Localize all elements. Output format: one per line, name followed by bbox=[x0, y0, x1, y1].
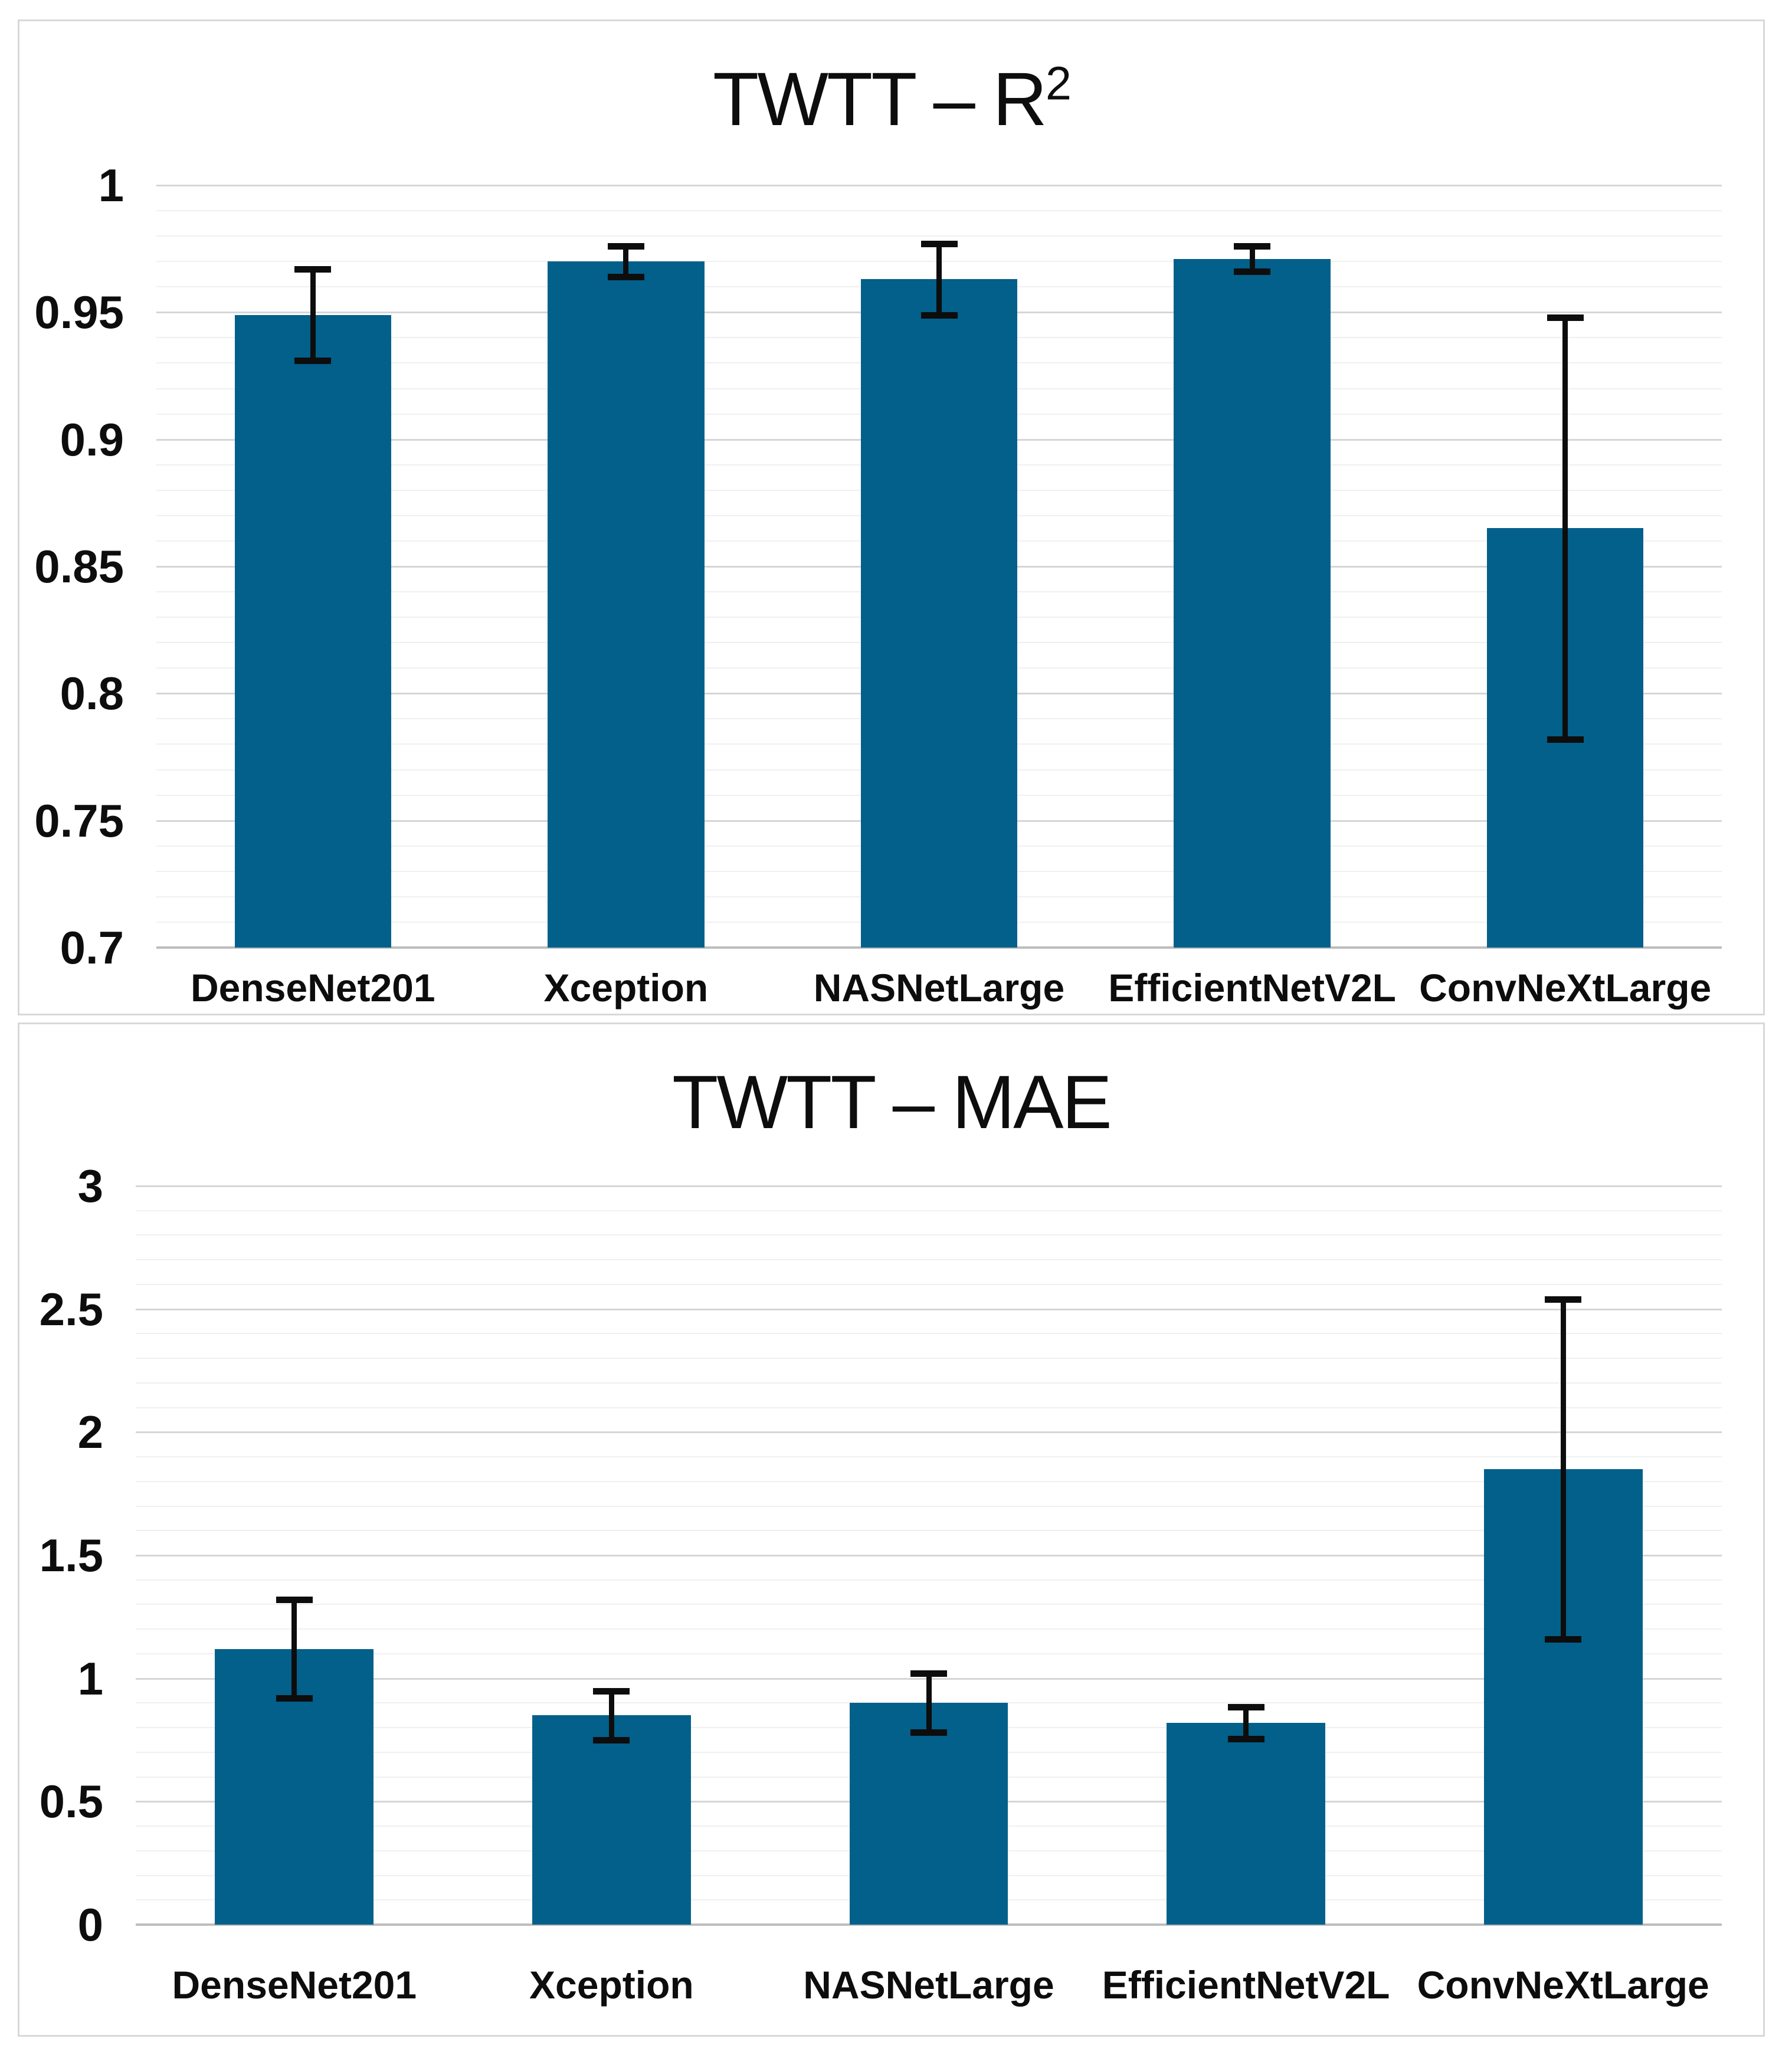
error-bar-cap-top bbox=[1227, 1703, 1264, 1710]
gridline-major bbox=[136, 1308, 1722, 1310]
y-tick-label: 0.7 bbox=[60, 922, 124, 974]
error-bar-cap-top bbox=[593, 1687, 630, 1695]
gridline-minor bbox=[136, 1210, 1722, 1211]
r2-plot-area bbox=[156, 185, 1722, 949]
error-bar bbox=[1560, 1299, 1566, 1639]
gridline-minor bbox=[136, 1382, 1722, 1384]
error-bar bbox=[936, 244, 942, 315]
error-bar-cap-bottom bbox=[920, 312, 958, 319]
gridline-minor bbox=[136, 1653, 1722, 1654]
gridline-minor bbox=[136, 1530, 1722, 1532]
x-category-label: EfficientNetV2L bbox=[1108, 966, 1396, 1010]
error-bar bbox=[310, 269, 316, 361]
gridline-minor bbox=[136, 1505, 1722, 1507]
error-bar-cap-bottom bbox=[1227, 1735, 1264, 1742]
error-bar-cap-top bbox=[1545, 1296, 1582, 1303]
bar-efficientnetv2l bbox=[1167, 1722, 1325, 1925]
y-tick-label: 0 bbox=[77, 1899, 103, 1951]
x-category-label: EfficientNetV2L bbox=[1102, 1963, 1390, 2007]
error-bar-cap-bottom bbox=[294, 358, 332, 365]
error-bar-cap-top bbox=[1547, 314, 1584, 321]
chart-title-r2-text: TWTT – R bbox=[713, 57, 1047, 142]
gridline-major bbox=[136, 1555, 1722, 1556]
error-bar bbox=[623, 246, 629, 277]
y-tick-label: 0.8 bbox=[60, 667, 124, 720]
gridline-minor bbox=[156, 235, 1722, 237]
error-bar-cap-top bbox=[294, 266, 332, 273]
bar-densenet201 bbox=[234, 314, 391, 948]
error-bar bbox=[291, 1600, 297, 1699]
error-bar bbox=[608, 1690, 614, 1740]
error-bar-cap-top bbox=[607, 243, 644, 250]
y-tick-label: 2.5 bbox=[39, 1283, 103, 1335]
gridline-minor bbox=[136, 1480, 1722, 1482]
error-bar-cap-bottom bbox=[1234, 268, 1271, 276]
y-tick-label: 3 bbox=[77, 1160, 103, 1212]
gridline-minor bbox=[136, 1407, 1722, 1408]
error-bar-cap-bottom bbox=[276, 1695, 313, 1702]
error-bar-cap-top bbox=[910, 1670, 947, 1677]
error-bar bbox=[1249, 246, 1255, 272]
chart-title-r2: TWTT – R2 bbox=[19, 55, 1763, 144]
error-bar-cap-top bbox=[276, 1597, 313, 1604]
error-bar-cap-bottom bbox=[607, 274, 644, 281]
r2-chart-panel: TWTT – R2 1 0.95 0.9 0.85 0.8 0.75 0.7 DenseNet… bbox=[18, 19, 1765, 1015]
gridline-minor bbox=[156, 210, 1722, 212]
gridline-minor bbox=[136, 1579, 1722, 1581]
x-category-label: DenseNet201 bbox=[191, 966, 435, 1010]
error-bar bbox=[1243, 1706, 1249, 1739]
chart-title-mae-text: TWTT – MAE bbox=[672, 1060, 1112, 1145]
y-tick-label: 0.5 bbox=[39, 1775, 103, 1828]
error-bar-cap-top bbox=[920, 241, 958, 248]
gridline-minor bbox=[136, 1259, 1722, 1261]
x-category-label: NASNetLarge bbox=[813, 966, 1065, 1010]
x-category-label: Xception bbox=[543, 966, 709, 1010]
y-tick-label: 0.75 bbox=[34, 794, 124, 847]
y-tick-label: 1.5 bbox=[39, 1529, 103, 1581]
y-tick-label: 0.9 bbox=[60, 413, 124, 466]
bar-nasnetlarge bbox=[849, 1703, 1008, 1925]
chart-title-r2-superscript: 2 bbox=[1045, 57, 1072, 110]
gridline-minor bbox=[136, 1333, 1722, 1335]
error-bar-cap-bottom bbox=[593, 1737, 630, 1744]
error-bar bbox=[926, 1673, 932, 1733]
error-bar bbox=[1562, 317, 1568, 739]
x-axis-line bbox=[136, 1923, 1722, 1926]
gridline-major bbox=[136, 1431, 1722, 1434]
x-category-label: Xception bbox=[529, 1963, 694, 2007]
bar-efficientnetv2l bbox=[1174, 258, 1331, 948]
error-bar-cap-top bbox=[1234, 243, 1271, 250]
y-tick-label: 0.95 bbox=[34, 286, 124, 339]
y-tick-label: 1 bbox=[77, 1652, 103, 1705]
gridline-major bbox=[156, 185, 1722, 186]
gridline-minor bbox=[136, 1456, 1722, 1458]
error-bar-cap-bottom bbox=[1545, 1636, 1582, 1643]
bar-nasnetlarge bbox=[860, 279, 1018, 948]
mae-plot-area bbox=[136, 1185, 1722, 1926]
x-category-label: ConvNeXtLarge bbox=[1419, 966, 1712, 1010]
gridline-minor bbox=[136, 1283, 1722, 1285]
gridline-minor bbox=[136, 1604, 1722, 1605]
chart-title-mae: TWTT – MAE bbox=[19, 1058, 1763, 1147]
x-category-label: NASNetLarge bbox=[803, 1963, 1054, 2007]
gridline-minor bbox=[136, 1358, 1722, 1359]
gridline-minor bbox=[136, 1628, 1722, 1630]
gridline-minor bbox=[136, 1234, 1722, 1236]
x-category-label: DenseNet201 bbox=[172, 1963, 417, 2007]
bar-xception bbox=[548, 261, 705, 948]
bar-xception bbox=[532, 1715, 691, 1925]
y-tick-label: 0.85 bbox=[34, 540, 124, 592]
error-bar-cap-bottom bbox=[1547, 736, 1584, 743]
y-tick-label: 2 bbox=[77, 1406, 103, 1459]
error-bar-cap-bottom bbox=[910, 1729, 947, 1736]
y-tick-label: 1 bbox=[98, 159, 124, 211]
x-category-label: ConvNeXtLarge bbox=[1417, 1963, 1709, 2007]
mae-chart-panel: TWTT – MAE 3 2.5 2 1.5 1 0.5 0 DenseNet201 Xcept… bbox=[18, 1022, 1765, 2037]
gridline-major bbox=[136, 1185, 1722, 1187]
x-axis-line bbox=[156, 946, 1722, 949]
